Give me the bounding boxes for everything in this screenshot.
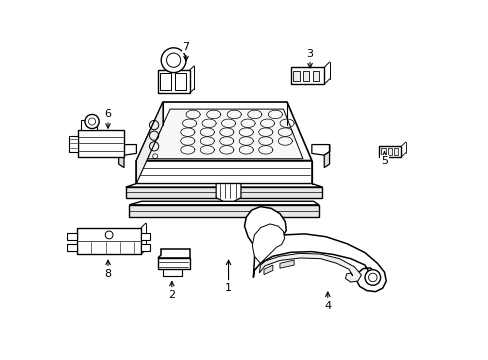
Bar: [312, 71, 318, 81]
Polygon shape: [136, 102, 163, 184]
Bar: [378, 146, 400, 157]
Text: 1: 1: [224, 260, 232, 293]
Circle shape: [161, 48, 185, 73]
Text: 8: 8: [104, 260, 111, 279]
Bar: [141, 244, 149, 251]
Bar: [290, 67, 324, 84]
Polygon shape: [244, 207, 286, 247]
Bar: [293, 71, 299, 81]
Bar: [81, 120, 97, 130]
Polygon shape: [216, 184, 241, 201]
Bar: [393, 148, 398, 155]
Polygon shape: [147, 109, 303, 159]
Bar: [157, 70, 189, 93]
Text: 4: 4: [324, 292, 331, 311]
Bar: [387, 148, 391, 155]
Bar: [381, 148, 385, 155]
Polygon shape: [125, 187, 322, 198]
Polygon shape: [252, 224, 284, 263]
Polygon shape: [157, 249, 189, 258]
Polygon shape: [264, 265, 272, 275]
Text: 5: 5: [380, 152, 387, 166]
Bar: [78, 130, 124, 157]
Polygon shape: [129, 205, 318, 217]
Bar: [160, 73, 171, 90]
Text: 2: 2: [168, 282, 175, 300]
Polygon shape: [119, 145, 124, 168]
Polygon shape: [253, 234, 386, 292]
Bar: [77, 228, 141, 255]
Text: 6: 6: [104, 109, 111, 128]
Polygon shape: [125, 184, 322, 187]
Polygon shape: [129, 201, 318, 205]
Polygon shape: [136, 102, 311, 161]
Polygon shape: [259, 253, 361, 282]
Polygon shape: [324, 145, 329, 168]
Circle shape: [85, 114, 99, 129]
Circle shape: [364, 270, 380, 285]
Circle shape: [166, 53, 181, 67]
Bar: [141, 233, 149, 240]
Bar: [303, 71, 309, 81]
Bar: [66, 233, 77, 240]
Bar: [66, 244, 77, 251]
Polygon shape: [279, 260, 293, 268]
Text: 3: 3: [306, 49, 313, 68]
Bar: [175, 73, 185, 90]
Polygon shape: [136, 161, 311, 184]
Text: 7: 7: [182, 42, 189, 61]
Bar: [69, 136, 78, 152]
Polygon shape: [119, 145, 136, 155]
Bar: [157, 258, 189, 269]
Polygon shape: [311, 145, 329, 155]
